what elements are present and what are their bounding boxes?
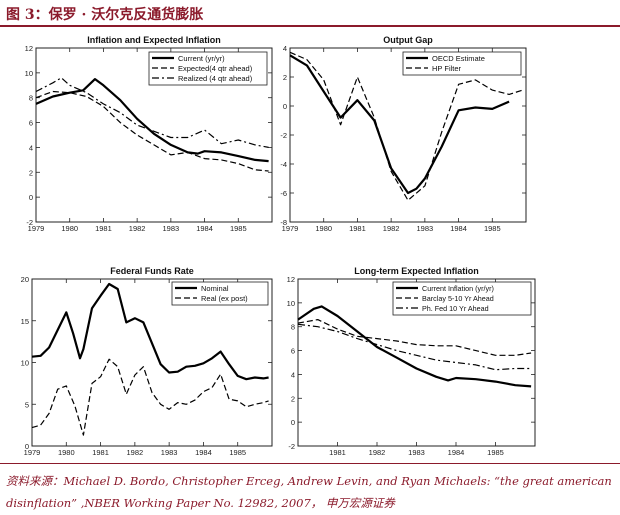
- x-tick-label: 1981: [349, 224, 366, 233]
- y-tick-label: -6: [280, 189, 287, 198]
- y-tick-label: 10: [21, 359, 29, 368]
- x-tick-label: 1985: [487, 448, 504, 457]
- y-tick-label: -4: [280, 160, 287, 169]
- x-tick-label: 1982: [129, 224, 146, 233]
- y-tick-label: 2: [29, 168, 33, 177]
- x-tick-label: 1984: [196, 224, 213, 233]
- header-rule: [0, 25, 620, 27]
- series-line-hp-filter: [289, 51, 523, 201]
- x-tick-label: 1983: [161, 448, 178, 457]
- x-tick-label: 1984: [195, 448, 212, 457]
- x-tick-label: 1981: [329, 448, 346, 457]
- y-tick-label: 2: [291, 394, 295, 403]
- x-tick-label: 1983: [163, 224, 180, 233]
- x-tick-label: 1981: [92, 448, 109, 457]
- chart-title: Output Gap: [383, 35, 433, 45]
- x-tick-label: 1979: [282, 224, 299, 233]
- y-tick-label: -2: [26, 218, 33, 227]
- y-tick-label: 10: [287, 299, 295, 308]
- y-tick-label: 10: [25, 69, 33, 78]
- y-tick-label: 5: [25, 400, 29, 409]
- chart-title: Long-term Expected Inflation: [354, 266, 479, 276]
- legend-label: Nominal: [201, 284, 229, 293]
- source-line-2: disinflation” ,NBER Working Paper No. 12…: [6, 496, 395, 510]
- legend-label: Expected(4 qtr ahead): [178, 64, 253, 73]
- source-note: 资料来源：Michael D. Bordo, Christopher Erceg…: [6, 470, 612, 514]
- x-tick-label: 1980: [61, 224, 78, 233]
- y-tick-label: 20: [21, 275, 29, 284]
- y-tick-label: 4: [291, 370, 295, 379]
- series-line-oecd-estimate: [289, 54, 510, 195]
- plot-frame: [35, 47, 273, 223]
- series-line-current-yr-yr: [35, 77, 269, 163]
- series-line-real-ex-post: [31, 358, 269, 436]
- y-tick-label: 12: [25, 44, 33, 53]
- legend-label: Real (ex post): [201, 294, 248, 303]
- x-tick-label: 1983: [417, 224, 434, 233]
- legend-label: Current (yr/yr): [178, 54, 225, 63]
- y-tick-label: 15: [21, 317, 29, 326]
- legend-label: Ph. Fed 10 Yr Ahead: [422, 304, 489, 313]
- source-rule: [0, 463, 620, 464]
- legend-label: Realized (4 qtr ahead): [178, 74, 253, 83]
- y-tick-label: -2: [288, 442, 295, 451]
- y-tick-label: 0: [29, 193, 33, 202]
- series-line-nominal: [31, 282, 269, 381]
- series-line-expected-4-qtr-ahead: [35, 90, 269, 172]
- legend: Current Inflation (yr/yr)Barclay 5-10 Yr…: [392, 281, 532, 316]
- legend: Current (yr/yr)Expected(4 qtr ahead)Real…: [148, 51, 268, 86]
- y-tick-label: 0: [25, 442, 29, 451]
- y-tick-label: 8: [29, 94, 33, 103]
- x-tick-label: 1985: [484, 224, 501, 233]
- x-tick-label: 1980: [315, 224, 332, 233]
- legend-label: Barclay 5-10 Yr Ahead: [422, 294, 494, 303]
- series-line-ph-fed-10-yr-ahead: [297, 323, 532, 371]
- y-tick-label: 6: [29, 119, 33, 128]
- x-tick-label: 1979: [28, 224, 45, 233]
- x-tick-label: 1982: [369, 448, 386, 457]
- chart-title: Inflation and Expected Inflation: [87, 35, 221, 45]
- y-tick-label: 0: [283, 102, 287, 111]
- chart-panels: Inflation and Expected Inflation -2 0 2 4 6 8 1…: [21, 35, 536, 457]
- panel-long-term-expected-inflation: Long-term Expected Inflation -2 0 2 4 6 8 10 12 1…: [287, 266, 536, 457]
- x-tick-label: 1982: [383, 224, 400, 233]
- series-line-realized-4-qtr-ahead: [35, 77, 269, 148]
- y-tick-label: -2: [280, 131, 287, 140]
- series-line-current-inflation-yr-yr: [297, 305, 532, 388]
- legend-label: HP Filter: [432, 64, 462, 73]
- x-tick-label: 1979: [24, 448, 41, 457]
- series-line-barclay-5-10-yr-ahead: [297, 319, 532, 356]
- x-tick-label: 1983: [408, 448, 425, 457]
- x-tick-label: 1984: [450, 224, 467, 233]
- legend-label: OECD Estimate: [432, 54, 485, 63]
- y-tick-label: 0: [291, 418, 295, 427]
- x-tick-label: 1985: [229, 448, 246, 457]
- y-tick-label: -8: [280, 218, 287, 227]
- x-tick-label: 1981: [95, 224, 112, 233]
- x-tick-label: 1982: [127, 448, 144, 457]
- panel-output-gap: Output Gap -8 -6 -4 -2 0 2 4 1979 1980 1981 1982 198…: [280, 35, 527, 233]
- legend-label: Current Inflation (yr/yr): [422, 284, 494, 293]
- x-tick-label: 1984: [448, 448, 465, 457]
- figure-title: 图 3：保罗 · 沃尔克反通货膨胀: [6, 7, 204, 23]
- chart-title: Federal Funds Rate: [110, 266, 194, 276]
- y-tick-label: 2: [283, 73, 287, 82]
- y-tick-label: 8: [291, 323, 295, 332]
- y-tick-label: 4: [283, 44, 287, 53]
- y-tick-label: 12: [287, 275, 295, 284]
- panel-inflation-and-expected-inflation: Inflation and Expected Inflation -2 0 2 4 6 8 1…: [25, 35, 273, 233]
- source-line-1: 资料来源：Michael D. Bordo, Christopher Erceg…: [6, 474, 612, 488]
- x-tick-label: 1980: [58, 448, 75, 457]
- panel-federal-funds-rate: Federal Funds Rate 0 5 10 15 20 1979 1980 1981 19…: [21, 266, 273, 457]
- y-tick-label: 4: [29, 143, 33, 152]
- y-tick-label: 6: [291, 347, 295, 356]
- figure-header: 图 3：保罗 · 沃尔克反通货膨胀: [0, 0, 620, 26]
- legend-box: [402, 51, 522, 76]
- x-tick-label: 1985: [230, 224, 247, 233]
